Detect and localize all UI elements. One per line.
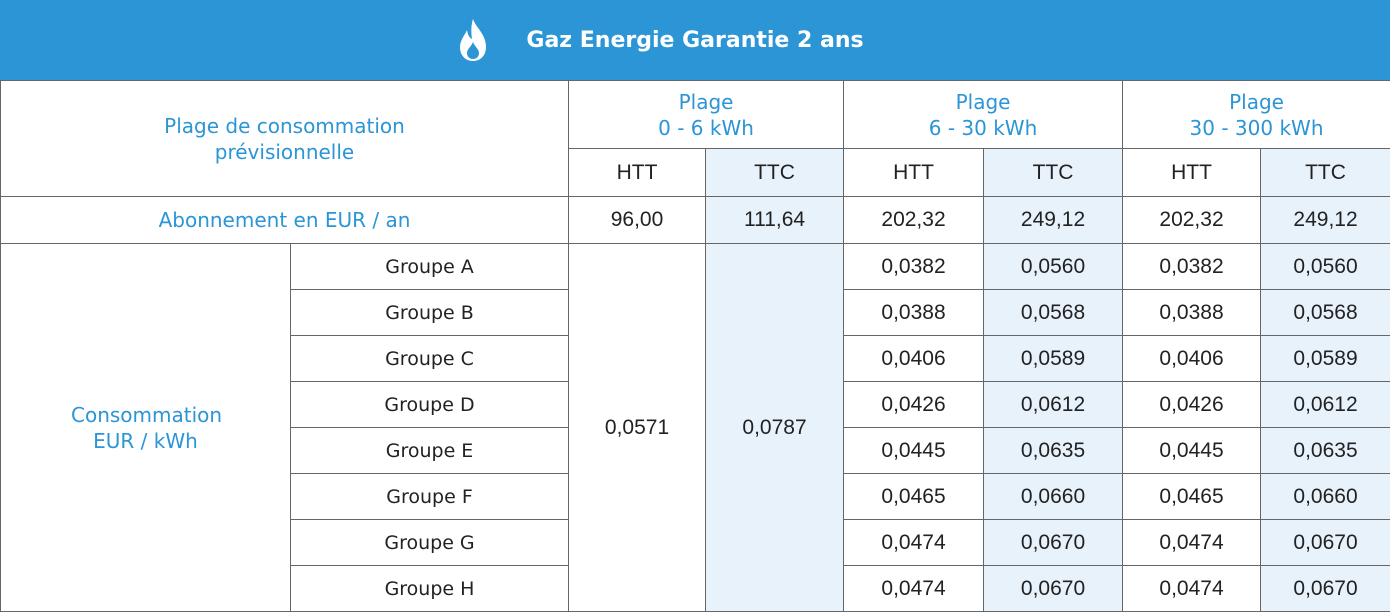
tariff-table: Plage de consommation prévisionnelle Plag… bbox=[0, 80, 1390, 612]
plage-header: Plage 30 - 300 kWh bbox=[1122, 80, 1390, 149]
group-price: 0,0670 bbox=[983, 565, 1124, 612]
table-row: Groupe E 0,0445 0,0635 0,0445 0,0635 bbox=[1, 427, 1390, 474]
plage-line: 6 - 30 kWh bbox=[928, 115, 1038, 140]
plage-line: Plage bbox=[955, 89, 1011, 114]
group-price: 0,0589 bbox=[983, 335, 1124, 382]
title-bar: Gaz Energie Garantie 2 ans bbox=[0, 0, 1390, 80]
group-name: Groupe B bbox=[289, 289, 570, 336]
group-price: 0,0660 bbox=[983, 473, 1124, 520]
group-price: 0,0426 bbox=[1122, 381, 1262, 428]
sub-header: HTT bbox=[1122, 148, 1262, 197]
group-price: 0,0635 bbox=[1260, 427, 1390, 474]
base-price: 0,0571 bbox=[568, 243, 707, 612]
table-row: Groupe D 0,0426 0,0612 0,0426 0,0612 bbox=[1, 381, 1390, 428]
base-price: 0,0787 bbox=[705, 243, 845, 612]
group-price: 0,0426 bbox=[843, 381, 985, 428]
group-price: 0,0382 bbox=[1122, 243, 1262, 290]
plage-header: Plage 6 - 30 kWh bbox=[843, 80, 1124, 149]
table-row: Consommation EUR / kWh Groupe A 0,0571 0,07… bbox=[0, 243, 1390, 612]
abonnement-value: 202,32 bbox=[1122, 196, 1262, 244]
group-price: 0,0406 bbox=[1122, 335, 1262, 382]
abonnement-value: 202,32 bbox=[843, 196, 985, 244]
header-label: Plage de consommation prévisionnelle bbox=[0, 80, 570, 197]
plage-line: Plage bbox=[1229, 89, 1284, 114]
abonnement-value: 249,12 bbox=[1260, 196, 1390, 244]
table-row: Groupe F 0,0465 0,0660 0,0465 0,0660 bbox=[1, 473, 1390, 520]
table-row: Groupe C 0,0406 0,0589 0,0406 0,0589 bbox=[1, 335, 1390, 382]
group-price: 0,0670 bbox=[1260, 519, 1390, 566]
table-row: Plage de consommation prévisionnelle Plag… bbox=[0, 80, 1390, 197]
table-row: HTT TTC HTT TTC HTT TTC bbox=[1, 148, 1390, 197]
plage-line: 30 - 300 kWh bbox=[1189, 115, 1324, 140]
abonnement-label: Abonnement en EUR / an bbox=[0, 196, 570, 244]
group-name: Groupe D bbox=[289, 381, 570, 428]
group-price: 0,0635 bbox=[983, 427, 1124, 474]
group-price: 0,0474 bbox=[1122, 519, 1262, 566]
sub-header: TTC bbox=[1260, 148, 1390, 197]
group-price: 0,0670 bbox=[1260, 565, 1390, 612]
plage-line: Plage bbox=[678, 89, 734, 114]
group-price: 0,0612 bbox=[983, 381, 1124, 428]
group-price: 0,0445 bbox=[1122, 427, 1262, 474]
group-price: 0,0660 bbox=[1260, 473, 1390, 520]
group-price: 0,0388 bbox=[843, 289, 985, 336]
group-price: 0,0560 bbox=[983, 243, 1124, 290]
sub-header: TTC bbox=[705, 148, 845, 197]
sub-header: HTT bbox=[843, 148, 985, 197]
table-row: Groupe B 0,0388 0,0568 0,0388 0,0568 bbox=[1, 289, 1390, 336]
group-price: 0,0589 bbox=[1260, 335, 1390, 382]
plage-header: Plage 0 - 6 kWh bbox=[568, 80, 845, 149]
group-price: 0,0474 bbox=[843, 519, 985, 566]
group-price: 0,0568 bbox=[1260, 289, 1390, 336]
flame-icon bbox=[460, 19, 486, 61]
group-price: 0,0474 bbox=[843, 565, 985, 612]
sub-header: HTT bbox=[568, 148, 707, 197]
group-name: Groupe F bbox=[289, 473, 570, 520]
title: Gaz Energie Garantie 2 ans bbox=[526, 27, 864, 53]
group-price: 0,0560 bbox=[1260, 243, 1390, 290]
plage-line: 0 - 6 kWh bbox=[658, 115, 754, 140]
group-name: Groupe A bbox=[289, 243, 570, 290]
table-row: Groupe G 0,0474 0,0670 0,0474 0,0670 bbox=[1, 519, 1390, 566]
abonnement-value: 111,64 bbox=[705, 196, 845, 244]
sub-header: TTC bbox=[983, 148, 1124, 197]
group-price: 0,0568 bbox=[983, 289, 1124, 336]
group-price: 0,0382 bbox=[843, 243, 985, 290]
group-price: 0,0612 bbox=[1260, 381, 1390, 428]
group-price: 0,0406 bbox=[843, 335, 985, 382]
group-price: 0,0388 bbox=[1122, 289, 1262, 336]
group-price: 0,0474 bbox=[1122, 565, 1262, 612]
consommation-label: Consommation EUR / kWh bbox=[0, 243, 291, 612]
group-price: 0,0445 bbox=[843, 427, 985, 474]
group-name: Groupe G bbox=[289, 519, 570, 566]
group-price: 0,0670 bbox=[983, 519, 1124, 566]
table-row: Abonnement en EUR / an 96,00 111,64 202,32 2… bbox=[0, 196, 1390, 244]
table-row: Groupe H 0,0474 0,0670 0,0474 0,0670 bbox=[1, 565, 1390, 612]
group-name: Groupe H bbox=[289, 565, 570, 612]
group-name: Groupe E bbox=[289, 427, 570, 474]
abonnement-value: 96,00 bbox=[568, 196, 707, 244]
group-name: Groupe C bbox=[289, 335, 570, 382]
group-price: 0,0465 bbox=[843, 473, 985, 520]
abonnement-value: 249,12 bbox=[983, 196, 1124, 244]
group-price: 0,0465 bbox=[1122, 473, 1262, 520]
